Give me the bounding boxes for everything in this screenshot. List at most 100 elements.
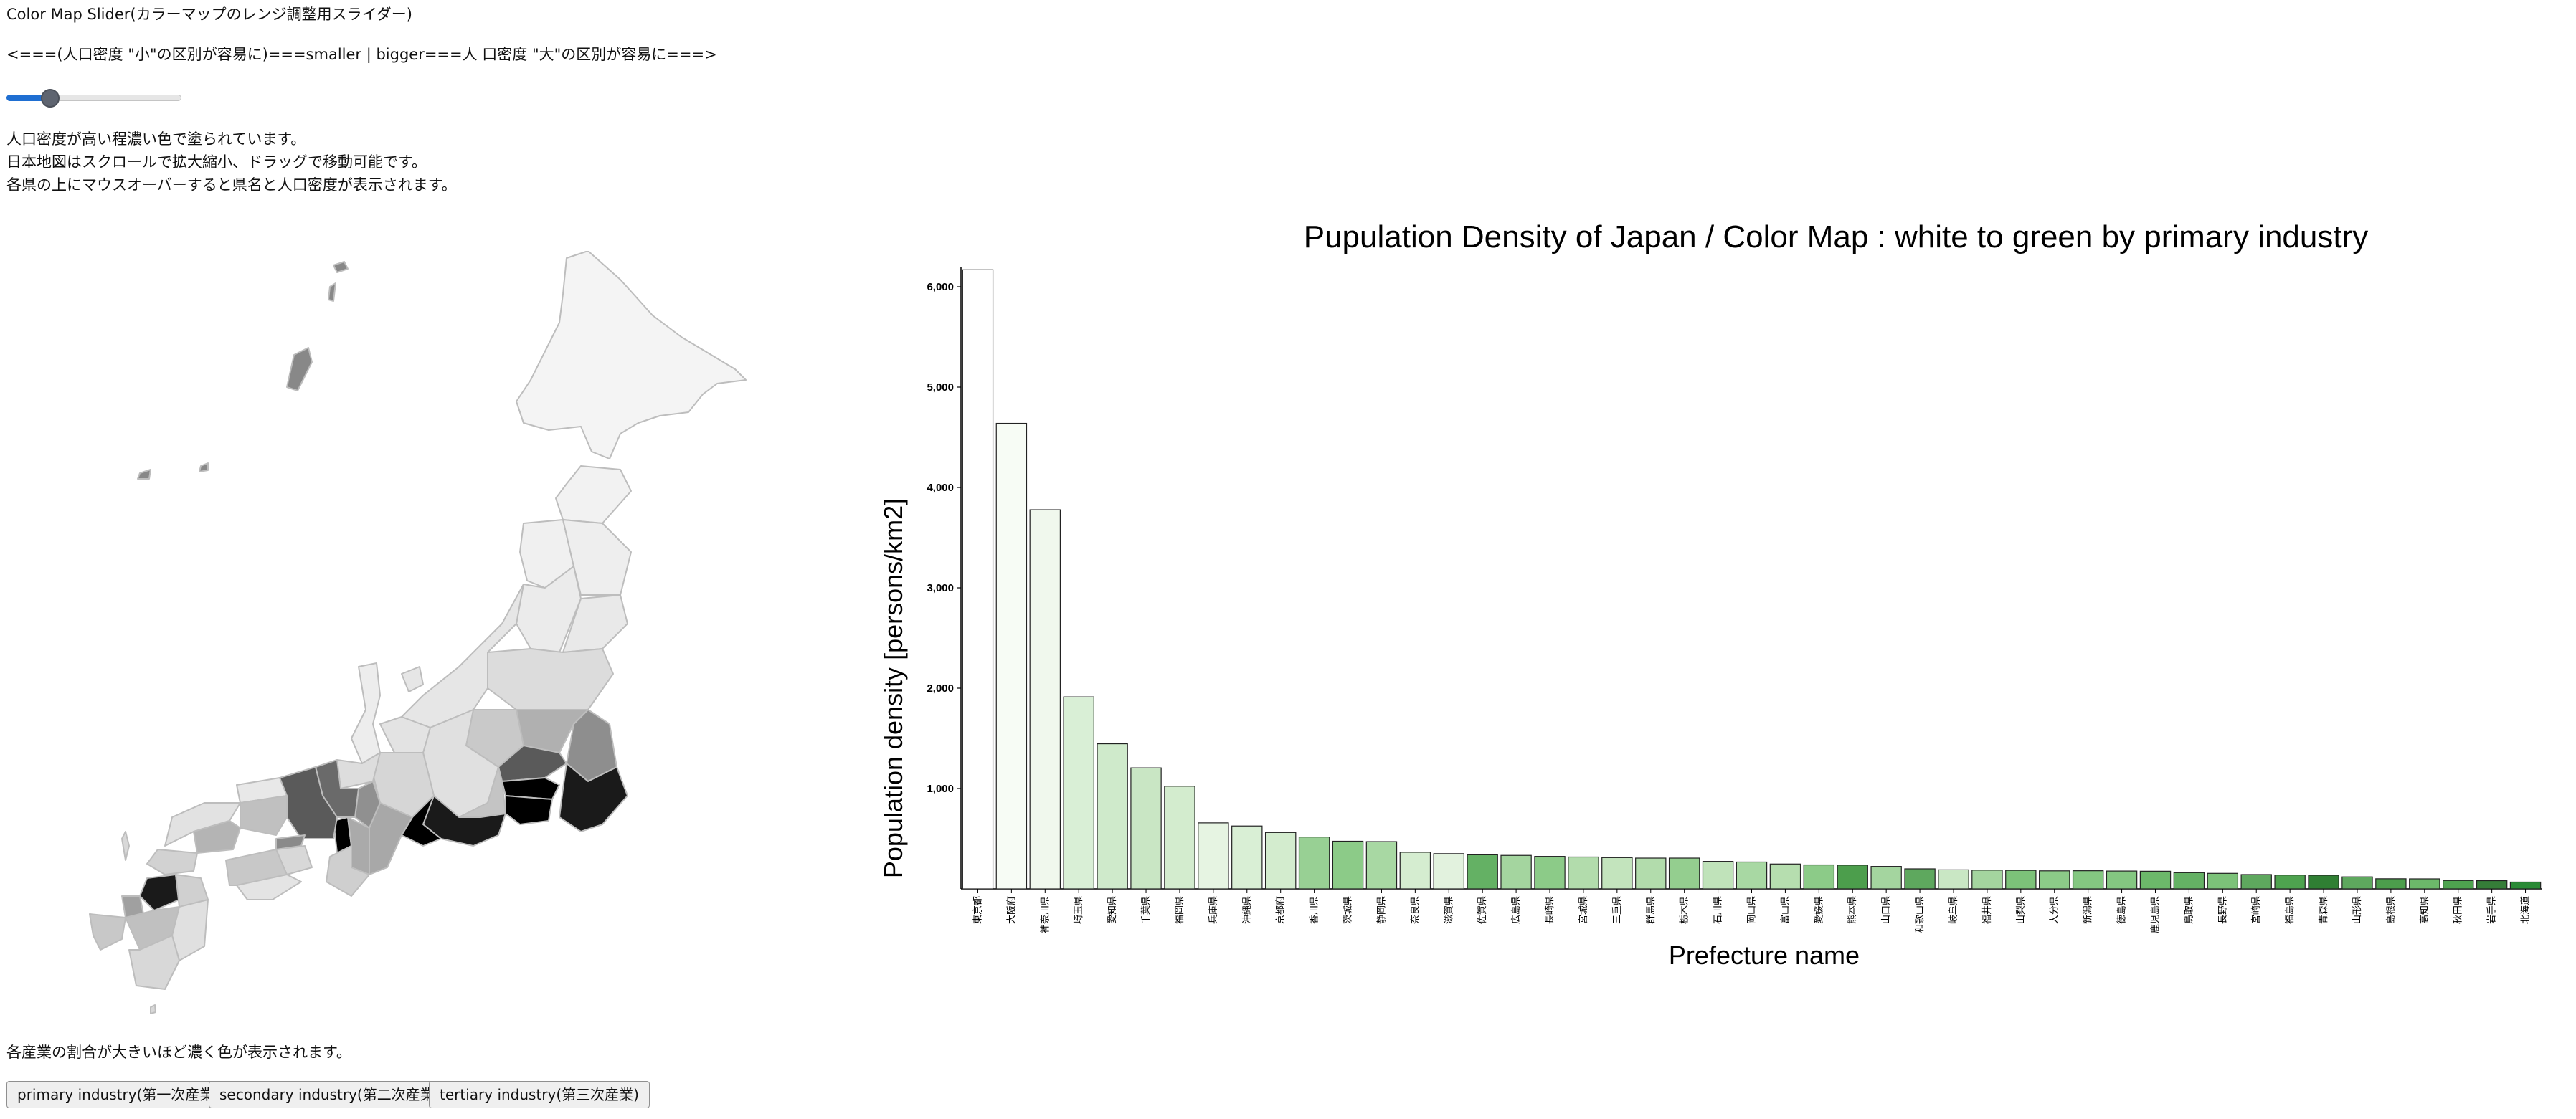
- bar[interactable]: [2106, 870, 2138, 890]
- bar[interactable]: [1198, 822, 1229, 890]
- map-region-northern-islet-1[interactable]: [333, 261, 349, 273]
- map-region-mie[interactable]: [369, 802, 413, 875]
- bar[interactable]: [995, 422, 1028, 890]
- bar[interactable]: [1298, 837, 1330, 890]
- population-density-chart: Pupulation Density of Japan / Color Map …: [879, 219, 2542, 970]
- primary-industry-button[interactable]: primary industry(第一次産業): [6, 1081, 231, 1108]
- bar[interactable]: [962, 269, 994, 890]
- bar[interactable]: [1399, 852, 1431, 890]
- bar[interactable]: [1063, 696, 1094, 890]
- map-region-miyagi[interactable]: [562, 594, 628, 653]
- map-region-ishikawa[interactable]: [351, 662, 381, 764]
- bar[interactable]: [2173, 872, 2205, 890]
- bar[interactable]: [2341, 876, 2373, 890]
- map-region-tokyo[interactable]: [501, 777, 560, 800]
- bar[interactable]: [2005, 870, 2037, 890]
- secondary-industry-button[interactable]: secondary industry(第二次産業): [209, 1081, 451, 1108]
- map-region-chiba[interactable]: [559, 763, 628, 832]
- x-tick-label: 群馬県: [1646, 896, 1657, 924]
- map-region-yamagata[interactable]: [516, 566, 582, 653]
- bar[interactable]: [2072, 870, 2104, 890]
- bar[interactable]: [2308, 875, 2339, 890]
- map-region-northern-islet-4[interactable]: [137, 469, 151, 480]
- bar[interactable]: [1668, 857, 1700, 890]
- bar[interactable]: [1467, 854, 1498, 890]
- map-region-fukuoka[interactable]: [139, 874, 180, 911]
- bar[interactable]: [1870, 866, 1902, 890]
- bar[interactable]: [2039, 870, 2070, 890]
- bar[interactable]: [1097, 743, 1128, 890]
- bar[interactable]: [1130, 767, 1162, 890]
- bar[interactable]: [1837, 865, 1868, 890]
- bar[interactable]: [1534, 856, 1566, 890]
- map-region-kanagawa[interactable]: [505, 795, 553, 825]
- map-region-hiroshima[interactable]: [193, 820, 241, 854]
- x-tick-label: 京都府: [1276, 896, 1287, 924]
- bar[interactable]: [1433, 853, 1464, 890]
- x-tick-label: 高知県: [2419, 896, 2430, 924]
- x-tick-label: 福島県: [2285, 896, 2296, 924]
- bar[interactable]: [1365, 841, 1398, 890]
- bar[interactable]: [1971, 870, 2003, 890]
- page-title: Color Map Slider(カラーマップのレンジ調整用スライダー): [6, 6, 412, 23]
- bar[interactable]: [1500, 854, 1532, 890]
- map-region-fukushima[interactable]: [487, 648, 614, 710]
- map-region-nagasaki[interactable]: [89, 913, 126, 951]
- bar[interactable]: [1332, 840, 1364, 890]
- map-region-yamaguchi[interactable]: [146, 849, 198, 875]
- y-tick-label: 4,000: [927, 482, 954, 494]
- bar[interactable]: [1736, 861, 1768, 890]
- bar[interactable]: [1904, 868, 1936, 890]
- bar[interactable]: [1264, 832, 1297, 890]
- bar[interactable]: [2409, 878, 2440, 890]
- japan-map[interactable]: [86, 251, 760, 1018]
- bar[interactable]: [2476, 880, 2508, 890]
- x-tick-label: 石川県: [1713, 896, 1724, 924]
- map-region-toyama[interactable]: [379, 716, 431, 753]
- map-region-sado[interactable]: [401, 666, 424, 692]
- map-region-kochi[interactable]: [236, 874, 302, 900]
- bar[interactable]: [2240, 874, 2272, 890]
- x-tick-label: 愛媛県: [1814, 896, 1824, 924]
- map-region-northern-islet-2[interactable]: [328, 282, 336, 302]
- bar[interactable]: [1803, 864, 1835, 890]
- map-region-tsushima[interactable]: [121, 831, 130, 861]
- x-tick-label: 新潟県: [2083, 896, 2094, 924]
- map-region-wakayama[interactable]: [326, 845, 370, 897]
- bar[interactable]: [1231, 825, 1263, 890]
- bar[interactable]: [1769, 863, 1801, 890]
- bar[interactable]: [1635, 857, 1667, 890]
- bar[interactable]: [2274, 875, 2306, 890]
- bar[interactable]: [1568, 856, 1599, 890]
- tertiary-industry-button[interactable]: tertiary industry(第三次産業): [429, 1081, 650, 1108]
- colormap-range-slider[interactable]: [6, 89, 181, 108]
- map-region-southern-islet[interactable]: [150, 1004, 156, 1014]
- bar[interactable]: [2509, 881, 2542, 890]
- x-tick-label: 茨城県: [1343, 896, 1354, 924]
- x-tick-label: 広島県: [1511, 896, 1522, 924]
- map-region-sakhalin-islands[interactable]: [286, 347, 313, 391]
- bar[interactable]: [1601, 857, 1633, 890]
- description-line-2: 日本地図はスクロールで拡大縮小、ドラッグで移動可能です。: [6, 153, 427, 171]
- map-region-aomori[interactable]: [555, 465, 632, 524]
- bar[interactable]: [1029, 509, 1061, 890]
- x-tick-label: 東京都: [972, 896, 983, 924]
- slider-thumb[interactable]: [41, 89, 60, 108]
- x-tick-label: 山口県: [1881, 896, 1892, 924]
- bar[interactable]: [2375, 878, 2407, 890]
- bar[interactable]: [1938, 869, 1969, 890]
- map-region-miyazaki[interactable]: [171, 899, 209, 961]
- x-tick-label: 岡山県: [1747, 896, 1758, 924]
- map-region-okayama[interactable]: [240, 795, 288, 836]
- map-region-hokkaido[interactable]: [516, 251, 747, 459]
- x-tick-label: 山梨県: [2016, 896, 2027, 924]
- map-region-northern-islet-3[interactable]: [199, 462, 209, 472]
- bar[interactable]: [1164, 786, 1195, 890]
- map-region-kagoshima[interactable]: [128, 935, 180, 990]
- bar[interactable]: [1702, 861, 1734, 890]
- bar[interactable]: [2207, 872, 2239, 890]
- bar[interactable]: [2443, 880, 2474, 890]
- x-tick-label: 和歌山県: [1915, 896, 1926, 933]
- map-region-hyogo[interactable]: [279, 766, 338, 839]
- bar[interactable]: [2139, 870, 2172, 890]
